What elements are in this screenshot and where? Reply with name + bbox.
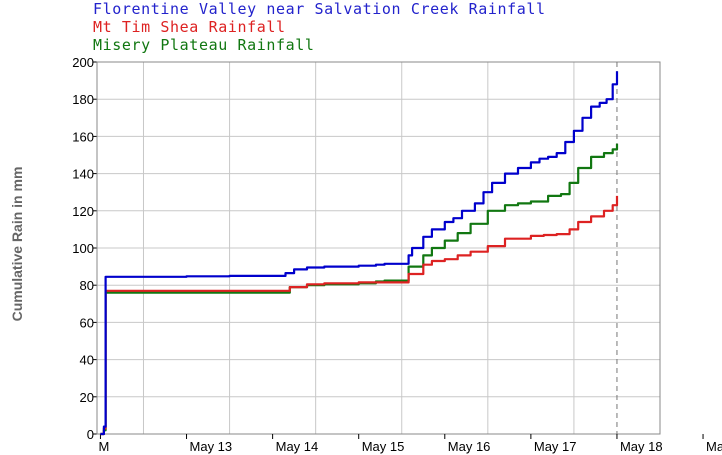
x-tick-label: May 19 (706, 439, 722, 454)
x-tick-label: May 15 (362, 439, 405, 454)
y-tick-label: 0 (87, 427, 94, 442)
chart-legend: Florentine Valley near Salvation Creek R… (93, 0, 546, 54)
y-tick-label: 100 (72, 241, 94, 256)
x-tick-label: May 16 (448, 439, 491, 454)
x-tick-label: M (98, 439, 109, 454)
legend-item-florentine: Florentine Valley near Salvation Creek R… (93, 0, 546, 18)
legend-item-misery: Misery Plateau Rainfall (93, 36, 315, 54)
x-tick-label: May 18 (620, 439, 663, 454)
legend-item-tim-shea: Mt Tim Shea Rainfall (93, 18, 286, 36)
x-tick-label: May 14 (276, 439, 319, 454)
series-line-0 (100, 71, 619, 436)
y-tick-label: 140 (72, 167, 94, 182)
x-tick-label: May 17 (534, 439, 577, 454)
y-tick-label: 180 (72, 92, 94, 107)
y-tick-label: 80 (80, 278, 94, 293)
series-line-2 (100, 143, 619, 436)
series-line-1 (100, 195, 619, 436)
y-tick-label: 60 (80, 315, 94, 330)
plot-frame (96, 61, 661, 435)
y-tick-label: 40 (80, 353, 94, 368)
x-tick-label: May 13 (190, 439, 233, 454)
y-tick-label: 20 (80, 390, 94, 405)
y-tick-label: 120 (72, 204, 94, 219)
y-tick-label: 200 (72, 55, 94, 70)
y-tick-label: 160 (72, 129, 94, 144)
